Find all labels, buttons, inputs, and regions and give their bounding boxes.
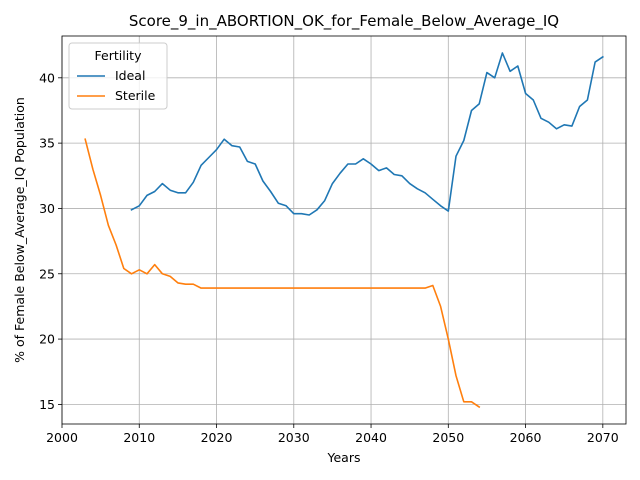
legend-label-ideal: Ideal: [115, 68, 145, 83]
x-tick-label: 2010: [123, 430, 155, 445]
y-tick-label: 15: [39, 397, 55, 412]
x-tick-label: 2070: [587, 430, 619, 445]
x-tick-label: 2060: [510, 430, 542, 445]
x-tick-label: 2030: [278, 430, 310, 445]
x-tick-label: 2020: [201, 430, 233, 445]
y-tick-label: 40: [39, 70, 55, 85]
plot-area-frame: [61, 35, 627, 425]
legend-entries: Ideal Sterile: [77, 68, 156, 103]
x-tick-label: 2050: [432, 430, 464, 445]
x-axis-label: Years: [327, 450, 361, 465]
chart-title: Score_9_in_ABORTION_OK_for_Female_Below_…: [129, 12, 559, 31]
x-tick-label: 2040: [355, 430, 387, 445]
y-tick-label: 35: [39, 136, 55, 151]
legend: Fertility Ideal Sterile: [68, 42, 168, 110]
grid-lines: [61, 36, 626, 424]
legend-label-sterile: Sterile: [115, 88, 156, 103]
axis-ticks: 2000 2010 2020 2030 2040 2050 2060 2070 15 20 25 30…: [39, 70, 619, 445]
series-lines: [84, 52, 604, 409]
y-tick-label: 20: [39, 332, 55, 347]
y-tick-label: 30: [39, 201, 55, 216]
series-line-ideal: [130, 52, 604, 216]
legend-box: [68, 42, 168, 110]
y-tick-label: 25: [39, 266, 55, 281]
y-axis-label: % of Female Below_Average_IQ Population: [12, 97, 27, 363]
x-tick-label: 2000: [46, 430, 78, 445]
legend-title: Fertility: [95, 48, 143, 63]
series-line-sterile: [84, 138, 481, 409]
